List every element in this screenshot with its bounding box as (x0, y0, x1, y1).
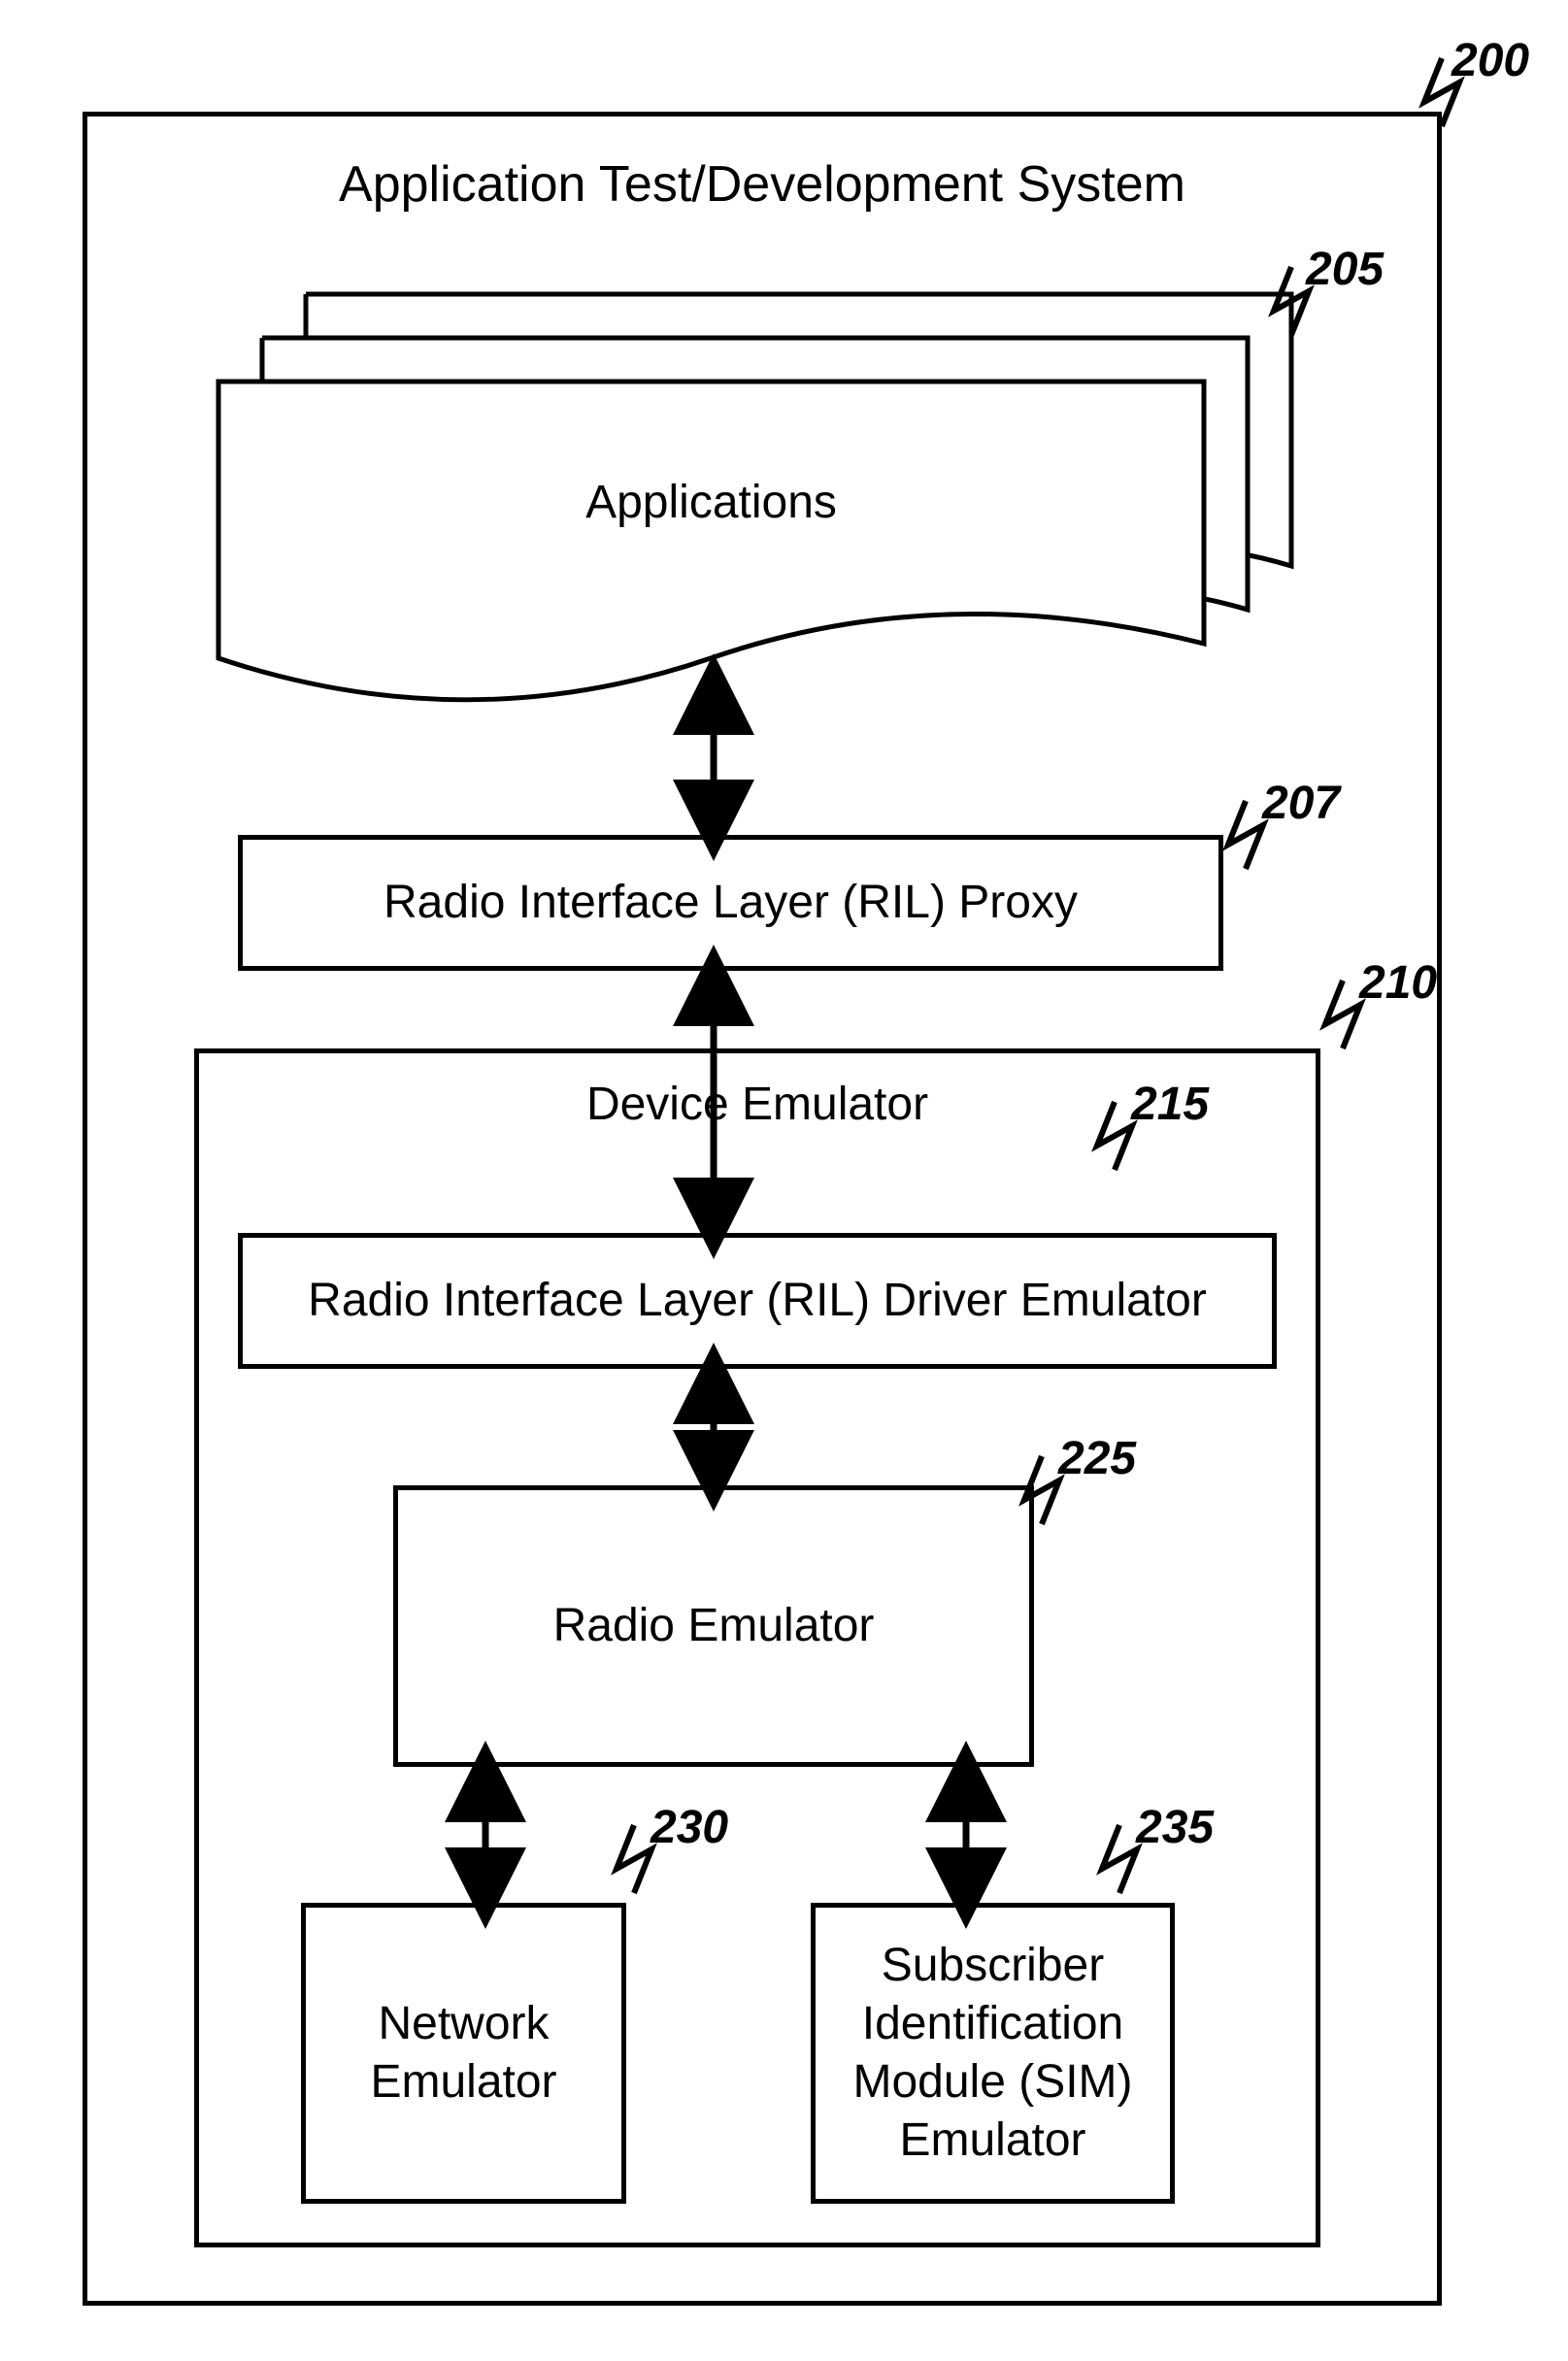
ref-225: 225 (1058, 1432, 1136, 1485)
sim-emulator-label: Subscriber Identification Module (SIM) E… (825, 1937, 1160, 2170)
ref-205: 205 (1306, 243, 1384, 296)
ril-proxy-box: Radio Interface Layer (RIL) Proxy (238, 835, 1223, 971)
ref-230: 230 (651, 1801, 728, 1854)
ril-driver-label: Radio Interface Layer (RIL) Driver Emula… (308, 1272, 1207, 1330)
diagram-canvas: Application Test/Development System Appl… (0, 0, 1568, 2361)
radio-emulator-label: Radio Emulator (553, 1597, 875, 1655)
ref-235: 235 (1136, 1801, 1214, 1854)
radio-emulator-box: Radio Emulator (393, 1485, 1034, 1767)
ril-driver-box: Radio Interface Layer (RIL) Driver Emula… (238, 1233, 1277, 1369)
sim-emulator-box: Subscriber Identification Module (SIM) E… (811, 1903, 1175, 2204)
applications-label: Applications (218, 476, 1204, 529)
system-title: Application Test/Development System (83, 155, 1442, 214)
ref-210: 210 (1359, 956, 1437, 1010)
ref-207: 207 (1262, 777, 1340, 830)
network-emulator-box: Network Emulator (301, 1903, 626, 2204)
ref-200: 200 (1451, 34, 1529, 87)
ril-proxy-label: Radio Interface Layer (RIL) Proxy (384, 874, 1078, 932)
network-emulator-label: Network Emulator (316, 1995, 612, 2112)
ref-215: 215 (1131, 1078, 1209, 1131)
